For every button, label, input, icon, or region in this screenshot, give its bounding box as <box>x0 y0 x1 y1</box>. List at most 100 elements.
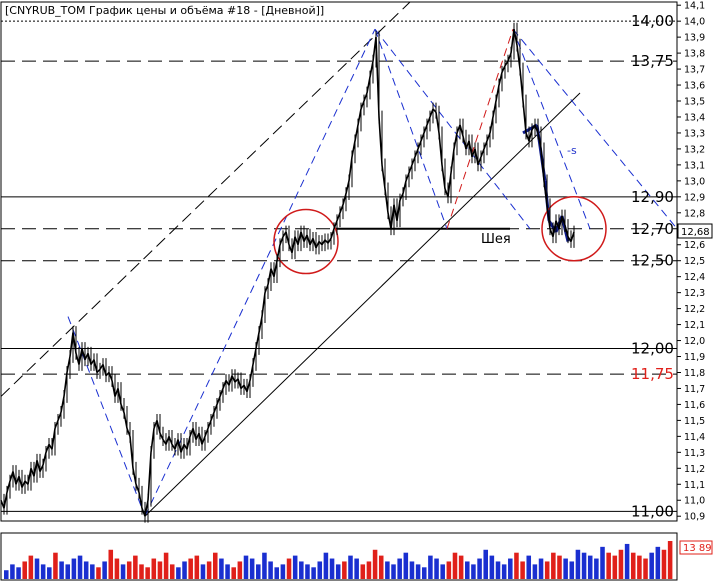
volume-bar <box>114 558 120 579</box>
level-label: 12,50 <box>631 252 674 270</box>
volume-bar <box>501 564 507 579</box>
level-labels: 14,00 13,75 12,90 12,70 12,50 12,00 11,75 11,00 <box>631 12 674 520</box>
volume-bar <box>126 561 132 579</box>
volume-bar <box>508 558 513 579</box>
volume-bar <box>77 555 83 579</box>
volume-bar <box>200 564 206 579</box>
volume-bar <box>299 561 304 579</box>
level-label: 11,75 <box>631 365 674 383</box>
y-tick-label: 12,6 <box>684 240 705 251</box>
volume-bar <box>532 564 538 579</box>
volume-bar <box>360 564 366 579</box>
volume-bar <box>667 541 673 579</box>
volume-bar <box>194 555 200 579</box>
y-tick-label: 13,1 <box>684 160 705 171</box>
zigzag-line <box>512 28 591 229</box>
price-series <box>0 22 575 523</box>
highlight-circle <box>541 196 607 262</box>
y-tick-label: 13,8 <box>684 49 705 60</box>
zigzag-line <box>67 316 146 517</box>
volume-bar <box>292 555 298 579</box>
y-tick-label: 12,0 <box>684 336 705 347</box>
channel-lower-line <box>144 92 581 517</box>
volume-bar <box>569 561 575 579</box>
volume-badge-label: 13 89 <box>683 543 712 554</box>
volume-bar <box>90 564 95 579</box>
volume-bar <box>145 567 150 579</box>
y-tick-label: 13,4 <box>684 112 705 123</box>
volume-bar <box>83 561 89 579</box>
volume-bar <box>526 555 532 579</box>
volume-bar <box>219 558 224 579</box>
volume-bar <box>434 558 439 579</box>
volume-bar <box>655 546 661 579</box>
volume-bar <box>421 567 427 579</box>
channel-upper-line <box>0 1 411 397</box>
volume-bar <box>458 555 464 579</box>
volume-bar <box>452 552 458 579</box>
volume-bar <box>237 561 243 579</box>
volume-bar <box>120 564 126 579</box>
volume-bar <box>618 549 624 579</box>
volume-bar <box>34 558 40 579</box>
s-mark-label: -s <box>567 144 577 157</box>
zigzag-line <box>374 28 531 230</box>
y-tick-label: 11,0 <box>684 496 705 507</box>
volume-bar <box>65 564 71 579</box>
y-tick-label: 13,5 <box>684 97 705 108</box>
volume-bar <box>188 558 193 579</box>
volume-bar <box>489 555 495 579</box>
volume-bar <box>428 555 433 579</box>
volume-bar <box>440 564 445 579</box>
volume-bar <box>446 561 452 579</box>
volume-bar <box>514 552 519 579</box>
volume-bar <box>22 561 27 579</box>
volume-bar <box>575 549 581 579</box>
volume-bar <box>53 552 58 579</box>
volume-bar <box>71 558 77 579</box>
y-tick-label: 11,8 <box>684 368 705 379</box>
volume-bar <box>329 558 335 579</box>
plot-frame <box>0 1 678 522</box>
volume-bar <box>477 558 482 579</box>
volume-bar <box>16 567 21 579</box>
volume-bar <box>348 555 353 579</box>
y-tick-label: 12,8 <box>684 208 705 219</box>
volume-bar <box>403 552 409 579</box>
volume-bar <box>286 558 292 579</box>
volume-bar <box>495 561 501 579</box>
y-tick-label: 12,2 <box>684 304 705 315</box>
volume-bar <box>59 561 64 579</box>
volume-bar <box>630 552 636 579</box>
y-tick-label: 11,7 <box>684 384 705 395</box>
volume-bar <box>47 567 52 579</box>
volume-bar <box>280 564 286 579</box>
current-price-badge <box>677 223 713 239</box>
volume-bar <box>643 558 648 579</box>
volume-bar <box>151 558 157 579</box>
volume-bar <box>96 567 101 579</box>
volume-bars <box>4 541 673 579</box>
current-price-label: 12,68 <box>681 227 710 238</box>
volume-bar <box>378 555 384 579</box>
volume-bar <box>133 555 138 579</box>
volume-bar <box>231 567 236 579</box>
volume-bar <box>415 564 421 579</box>
volume-bar <box>243 555 249 579</box>
volume-bar <box>557 555 562 579</box>
level-label: 13,75 <box>631 52 674 70</box>
level-label: 12,90 <box>631 188 674 206</box>
volume-bar <box>354 558 359 579</box>
volume-bar <box>520 561 525 579</box>
volume-badge <box>679 540 713 555</box>
volume-bar <box>262 552 267 579</box>
y-tick-label: 11,9 <box>684 352 705 363</box>
volume-bar <box>335 564 341 579</box>
volume-bar <box>10 564 15 579</box>
volume-bar <box>551 552 556 579</box>
volume-bar <box>649 552 654 579</box>
volume-bar <box>563 558 568 579</box>
volume-bar <box>108 549 114 579</box>
volume-bar <box>317 561 323 579</box>
